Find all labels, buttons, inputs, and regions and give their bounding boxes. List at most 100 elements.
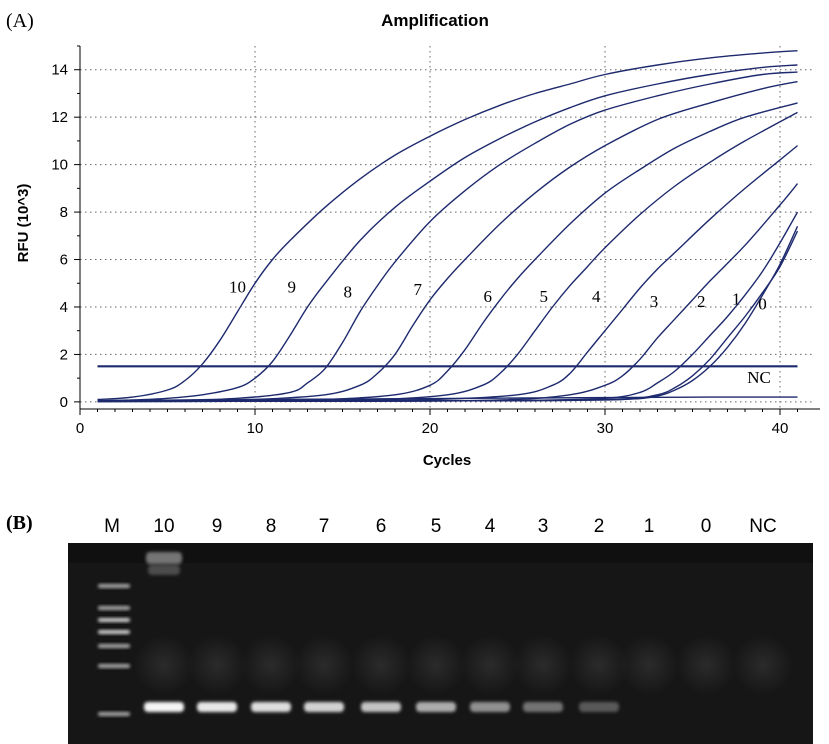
ladder-band xyxy=(98,584,130,588)
gel-image xyxy=(68,543,813,744)
series-line-NC xyxy=(97,396,798,402)
series-label-9: 9 xyxy=(288,278,297,297)
product-band-9 xyxy=(197,702,237,712)
lane-haze xyxy=(733,635,793,695)
lane-haze xyxy=(460,635,520,695)
series-label-1: 1 xyxy=(732,290,741,309)
bp-marker-1000: 1000 xyxy=(28,606,64,623)
ladder-band xyxy=(98,630,130,634)
lane-label-7: 7 xyxy=(319,516,330,537)
lane-label-4: 4 xyxy=(485,516,496,537)
lane-label-9: 9 xyxy=(212,516,223,537)
y-tick-label: 14 xyxy=(51,62,68,79)
y-tick-label: 2 xyxy=(60,346,68,363)
product-band-2 xyxy=(579,702,619,712)
lane-label-0: 0 xyxy=(701,516,712,537)
lane-label-1: 1 xyxy=(644,516,655,537)
bp-marker-2000: 2000 xyxy=(28,577,64,594)
series-labels: 10 9 8 7 6 5 4 3 2 1 0 NC xyxy=(229,278,771,387)
y-tick-label: 6 xyxy=(60,252,68,269)
lane-haze xyxy=(134,635,194,695)
lane-haze xyxy=(187,635,247,695)
lane-10-high-band xyxy=(146,552,182,564)
y-tick-label: 4 xyxy=(60,299,68,316)
bp-header: bp xyxy=(42,554,56,569)
y-tick-label: 12 xyxy=(51,109,68,126)
series-label-6: 6 xyxy=(484,287,493,306)
lane-label-2: 2 xyxy=(594,516,605,537)
series-line-7 xyxy=(97,80,798,403)
series-line-5 xyxy=(97,111,798,403)
lane-haze xyxy=(241,635,301,695)
panel-b-label: (B) xyxy=(6,512,33,534)
y-axis-label: RFU (10^3) xyxy=(15,184,32,263)
ladder-band xyxy=(98,712,130,716)
grid xyxy=(80,46,815,409)
series-line-9 xyxy=(97,64,798,402)
x-tick-label: 40 xyxy=(772,420,789,437)
lane-haze xyxy=(406,635,466,695)
series-label-8: 8 xyxy=(344,282,353,301)
product-band-5 xyxy=(416,702,456,712)
series-label-0: 0 xyxy=(758,294,767,313)
bp-marker-500: 500 xyxy=(37,646,64,663)
series-label-NC: NC xyxy=(747,368,771,387)
product-band-8 xyxy=(251,702,291,712)
series-label-7: 7 xyxy=(414,280,423,299)
lane-haze xyxy=(294,635,354,695)
series-label-2: 2 xyxy=(697,292,706,311)
lane-haze xyxy=(513,635,573,695)
bp-marker-100: 100 xyxy=(37,706,64,723)
lane-label-3: 3 xyxy=(538,516,549,537)
bp-marker-750: 750 xyxy=(37,625,64,642)
x-tick-label: 20 xyxy=(422,420,439,437)
ladder-band xyxy=(98,644,130,648)
series-line-3 xyxy=(97,183,799,403)
series-label-5: 5 xyxy=(540,287,549,306)
series-line-0 xyxy=(97,226,799,403)
x-tick-label: 0 xyxy=(76,420,84,437)
ladder-band xyxy=(98,606,130,610)
chart-title: Amplification xyxy=(381,11,489,30)
lane-label-5: 5 xyxy=(431,516,442,537)
lane-haze xyxy=(619,635,679,695)
lane-labels: M 10 9 8 7 6 5 4 3 2 1 0 NC xyxy=(104,516,777,537)
lane-label-6: 6 xyxy=(376,516,387,537)
series-label-10: 10 xyxy=(229,278,246,297)
x-axis-label: Cycles xyxy=(423,452,471,469)
series-line-8 xyxy=(97,71,798,402)
series-line-6 xyxy=(97,102,798,403)
lane-haze xyxy=(676,635,736,695)
lane-label-8: 8 xyxy=(266,516,277,537)
series-lines xyxy=(97,50,799,403)
product-band-6 xyxy=(361,702,401,712)
product-band-7 xyxy=(304,702,344,712)
x-tick-label: 30 xyxy=(597,420,614,437)
bp-marker-250: 250 xyxy=(37,679,64,696)
series-line-10 xyxy=(97,50,798,401)
series-label-3: 3 xyxy=(650,292,659,311)
ladder-band xyxy=(98,618,130,622)
product-band-4 xyxy=(470,702,510,712)
panel-a-label: (A) xyxy=(6,10,34,32)
product-band-10 xyxy=(144,702,184,712)
series-line-4 xyxy=(97,145,798,403)
series-line-1 xyxy=(97,230,799,403)
x-tick-label: 10 xyxy=(247,420,264,437)
lane-haze xyxy=(569,635,629,695)
y-tick-label: 10 xyxy=(51,157,68,174)
series-line-2 xyxy=(97,211,799,403)
lane-haze xyxy=(351,635,411,695)
lane-label-10: 10 xyxy=(153,516,174,537)
size-marker-labels: bp 2000 1000 750 500 250 100 xyxy=(28,554,64,723)
ladder-band xyxy=(98,664,130,668)
gel-top-shade xyxy=(68,543,813,563)
y-tick-label: 0 xyxy=(60,394,68,411)
lane-label-NC: NC xyxy=(749,516,776,537)
series-label-4: 4 xyxy=(592,287,601,306)
lane-label-M: M xyxy=(104,516,120,537)
lane-10-high-smear xyxy=(148,565,180,575)
y-tick-label: 8 xyxy=(60,204,68,221)
